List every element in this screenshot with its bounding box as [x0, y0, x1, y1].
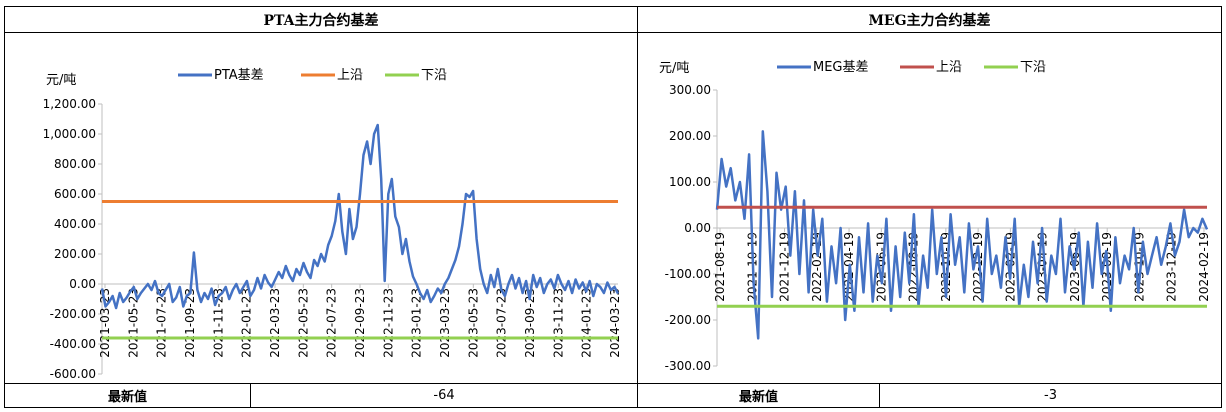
- legend-label: 下沿: [1020, 60, 1046, 75]
- pta-basis-chart: 元/吨 PTA基差 上沿 下沿 1,200.00 1,000.00 800.00 600.00…: [43, 68, 622, 381]
- pta-panel-title: PTA主力合约基差: [5, 7, 637, 33]
- y-tick-label: -600.00: [50, 367, 96, 381]
- x-tick-label: 2021-05-23: [126, 288, 140, 358]
- meg-basis-chart: 元/吨 MEG基差 上沿 下沿 300.00 200.00 100.00 0.00 -100.0…: [659, 60, 1211, 373]
- x-tick-label: 2021-09-23: [183, 288, 197, 358]
- series-line-1: [715, 130, 1209, 340]
- y-tick-label: -100.00: [665, 267, 711, 281]
- legend-label: PTA基差: [214, 68, 264, 83]
- footer-divider-right: [879, 383, 880, 407]
- unit-label: 元/吨: [659, 61, 689, 76]
- y-tick-label: -300.00: [665, 359, 711, 373]
- x-tick-label: 2023-03-23: [438, 288, 452, 358]
- x-tick-label: 2021-03-23: [98, 288, 112, 358]
- meg-latest-label: 最新值: [738, 390, 778, 405]
- legend-label: MEG基差: [813, 60, 869, 75]
- x-tick-label: 2021-12-19: [778, 232, 792, 302]
- x-tick-label: 2023-05-23: [466, 288, 480, 358]
- y-tick-label: 0.00: [684, 221, 711, 235]
- series-line-1: [100, 123, 620, 310]
- legend-label: 上沿: [337, 68, 363, 83]
- x-tick-label: 2022-03-23: [268, 288, 282, 358]
- y-tick-label: -400.00: [50, 337, 96, 351]
- x-tick-label: 2022-11-23: [381, 288, 395, 358]
- legend-label: 下沿: [421, 68, 447, 83]
- y-tick-label: 1,200.00: [43, 97, 96, 111]
- y-tick-label: 1,000.00: [43, 127, 96, 141]
- y-tick-label: 300.00: [669, 83, 711, 97]
- x-tick-label: 2024-02-19: [1197, 232, 1211, 302]
- x-tick-label: 2023-09-23: [523, 288, 537, 358]
- x-tick-label: 2022-05-23: [296, 288, 310, 358]
- panel-divider: [637, 7, 638, 407]
- y-tick-label: 100.00: [669, 175, 711, 189]
- y-tick-label: 400.00: [54, 217, 96, 231]
- x-tick-label: 2023-01-23: [410, 288, 424, 358]
- x-tick-label: 2022-09-23: [353, 288, 367, 358]
- legend-label: 上沿: [936, 60, 962, 75]
- y-tick-label: 800.00: [54, 157, 96, 171]
- y-tick-label: -200.00: [665, 313, 711, 327]
- x-tick-label: 2024-01-23: [580, 288, 594, 358]
- x-tick-label: 2023-07-23: [495, 288, 509, 358]
- x-tick-label: 2022-02-19: [810, 232, 824, 302]
- x-tick-label: 2022-07-23: [325, 288, 339, 358]
- y-tick-label: 0.00: [69, 277, 96, 291]
- y-tick-label: 600.00: [54, 187, 96, 201]
- footer-divider-left: [250, 383, 251, 407]
- y-tick-label: 200.00: [669, 129, 711, 143]
- x-tick-label: 2022-01-23: [240, 288, 254, 358]
- y-tick-label: 200.00: [54, 247, 96, 261]
- meg-latest-value: -3: [1044, 388, 1057, 403]
- pta-latest-value: -64: [433, 388, 455, 403]
- x-tick-label: 2023-11-23: [551, 288, 565, 358]
- y-tick-label: -200.00: [50, 307, 96, 321]
- footer-top-border: [5, 383, 1221, 384]
- pta-latest-label: 最新值: [107, 390, 147, 405]
- basis-table: PTA主力合约基差 MEG主力合约基差 最新值 -64 最新值 -3 元/吨 PT…: [4, 6, 1222, 408]
- x-tick-label: 2024-03-23: [608, 288, 622, 358]
- unit-label: 元/吨: [46, 73, 76, 88]
- x-tick-label: 2021-07-23: [155, 288, 169, 358]
- x-tick-label: 2021-08-19: [713, 232, 727, 302]
- meg-panel-title: MEG主力合约基差: [638, 7, 1221, 33]
